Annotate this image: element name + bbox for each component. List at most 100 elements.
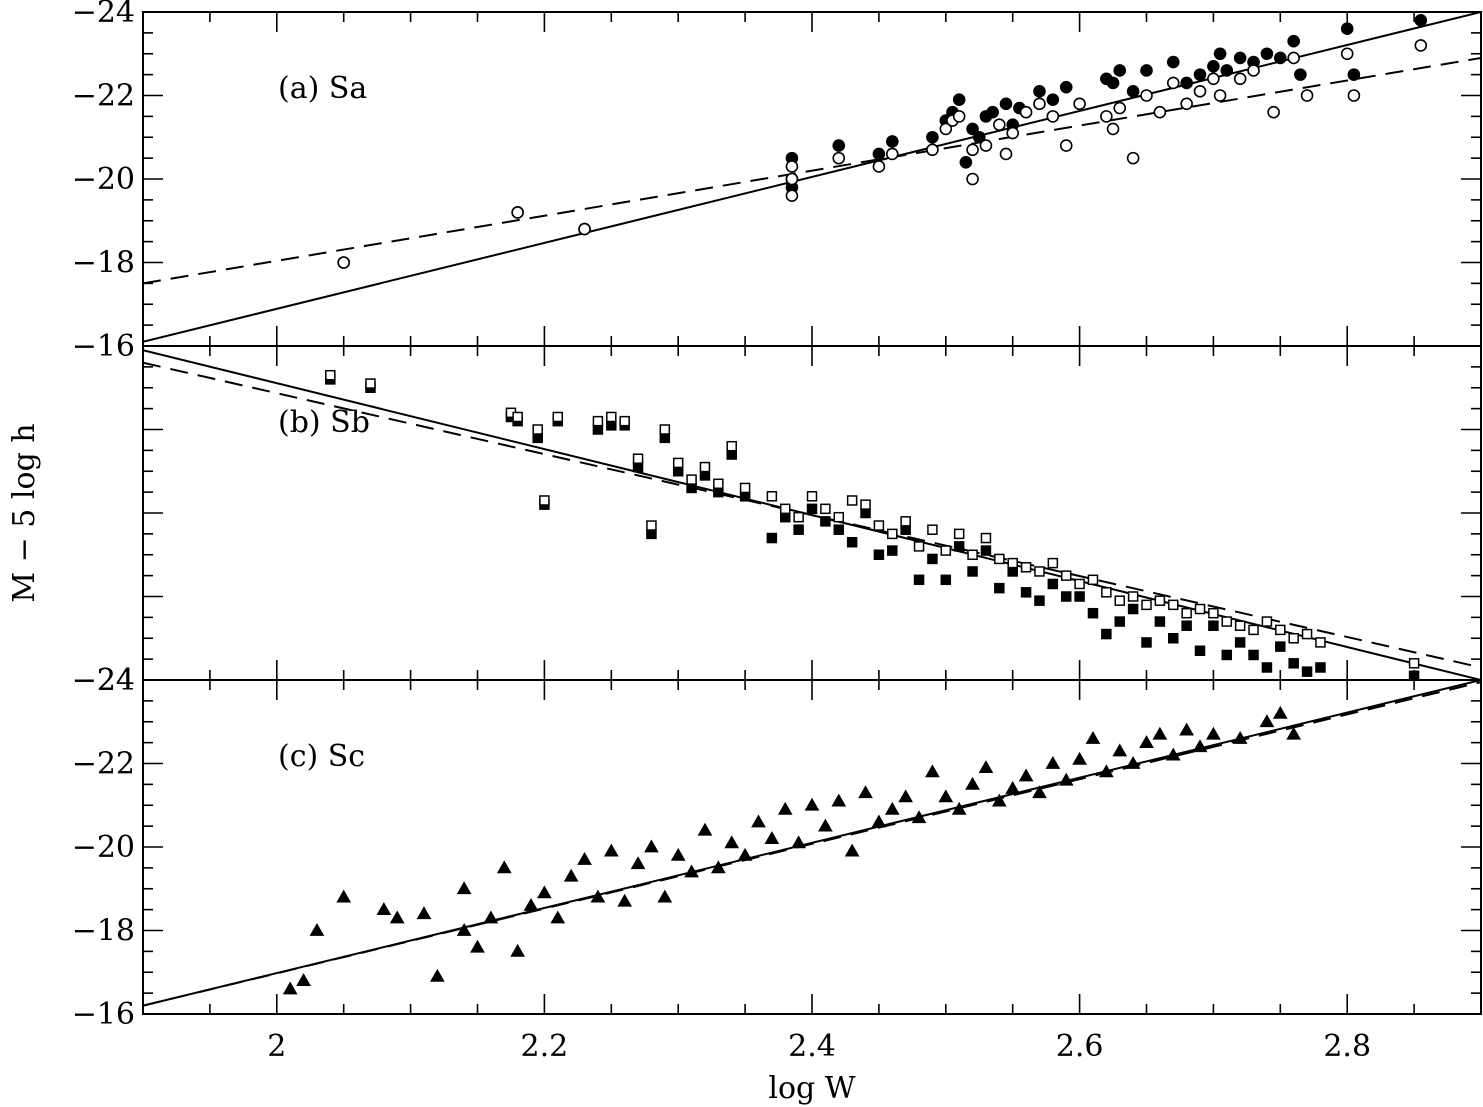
data-point bbox=[872, 160, 886, 173]
data-point bbox=[389, 910, 405, 924]
data-point bbox=[1154, 595, 1166, 606]
y-axis-label: M − 5 log h bbox=[7, 423, 42, 602]
data-point bbox=[510, 943, 526, 957]
data-point bbox=[1272, 705, 1288, 719]
data-point bbox=[1206, 726, 1221, 740]
data-point bbox=[1165, 747, 1181, 761]
data-point bbox=[926, 143, 939, 157]
data-point bbox=[1234, 620, 1246, 631]
data-point bbox=[532, 424, 543, 435]
data-point bbox=[951, 801, 967, 815]
data-point bbox=[959, 156, 973, 169]
data-point bbox=[991, 793, 1007, 807]
data-point bbox=[470, 939, 485, 953]
data-point bbox=[337, 256, 351, 269]
data-point bbox=[1288, 633, 1299, 644]
data-point bbox=[1260, 47, 1274, 61]
data-point bbox=[1233, 72, 1247, 86]
data-point bbox=[1221, 616, 1233, 627]
data-point bbox=[512, 411, 523, 423]
data-point bbox=[993, 118, 1006, 132]
data-point bbox=[1085, 730, 1101, 744]
data-point bbox=[1414, 39, 1428, 52]
data-point bbox=[1154, 616, 1166, 627]
data-point bbox=[1020, 587, 1032, 598]
data-point bbox=[657, 889, 673, 903]
data-point bbox=[578, 222, 591, 236]
data-point bbox=[1106, 122, 1120, 136]
data-point bbox=[1126, 85, 1140, 98]
data-point bbox=[1315, 637, 1326, 648]
data-point bbox=[1247, 64, 1260, 77]
data-point bbox=[1208, 607, 1219, 619]
panels: −16−18−20−22−24(a) Sa−24(b) Sb−16−18−20−… bbox=[72, 0, 1482, 1064]
data-point bbox=[820, 503, 831, 515]
data-point bbox=[1347, 68, 1361, 81]
data-point bbox=[940, 574, 952, 586]
data-point bbox=[1005, 781, 1021, 794]
data-point bbox=[1274, 51, 1287, 65]
data-point bbox=[804, 797, 820, 811]
data-point bbox=[833, 511, 845, 523]
data-point bbox=[871, 814, 887, 828]
data-point bbox=[972, 130, 986, 144]
data-point bbox=[777, 801, 793, 815]
data-point bbox=[1261, 616, 1273, 627]
data-point bbox=[818, 818, 833, 832]
data-point bbox=[751, 814, 766, 828]
data-point bbox=[791, 835, 806, 849]
data-point bbox=[309, 922, 325, 936]
data-point bbox=[496, 860, 512, 874]
data-point bbox=[619, 415, 630, 427]
data-point bbox=[1101, 628, 1112, 640]
data-point bbox=[1113, 101, 1127, 115]
data-point bbox=[1248, 649, 1259, 661]
data-point bbox=[699, 461, 711, 473]
data-point bbox=[590, 889, 606, 903]
series-filled bbox=[282, 705, 1302, 995]
x-axis-label: log W bbox=[768, 1071, 855, 1106]
data-point bbox=[1220, 64, 1234, 77]
data-point bbox=[832, 139, 846, 152]
data-point bbox=[523, 897, 539, 911]
data-point bbox=[1192, 739, 1208, 753]
fit-line-dashed bbox=[143, 56, 1481, 285]
data-point bbox=[1234, 637, 1246, 648]
data-point bbox=[1072, 751, 1087, 765]
data-point bbox=[846, 536, 858, 548]
data-point bbox=[873, 549, 885, 560]
data-point bbox=[1232, 730, 1248, 744]
data-point bbox=[1106, 76, 1120, 90]
data-point bbox=[1074, 578, 1085, 590]
data-point bbox=[766, 532, 778, 544]
series-open bbox=[337, 39, 1428, 269]
data-point bbox=[1073, 97, 1086, 111]
data-point bbox=[913, 541, 925, 552]
data-point bbox=[592, 415, 604, 427]
data-point bbox=[686, 474, 697, 485]
data-point bbox=[1153, 105, 1167, 119]
data-point bbox=[1340, 47, 1354, 61]
fit-line-dashed bbox=[143, 361, 1481, 669]
data-point bbox=[1125, 755, 1141, 769]
data-point bbox=[1294, 68, 1307, 81]
data-point bbox=[710, 860, 726, 874]
data-point bbox=[820, 516, 831, 527]
data-point bbox=[376, 902, 392, 915]
data-point bbox=[885, 135, 899, 148]
data-point bbox=[1033, 97, 1046, 111]
data-point bbox=[1301, 666, 1313, 677]
data-point bbox=[483, 910, 499, 924]
data-point bbox=[1058, 772, 1074, 786]
data-point bbox=[994, 553, 1005, 565]
series-open bbox=[325, 369, 1420, 669]
data-point bbox=[1259, 714, 1275, 728]
data-point bbox=[885, 147, 899, 161]
data-point bbox=[672, 457, 684, 469]
data-point bbox=[1166, 76, 1180, 90]
data-point bbox=[1194, 645, 1206, 657]
x-ticks bbox=[142, 12, 1482, 346]
data-point bbox=[953, 541, 965, 552]
data-points bbox=[325, 369, 1420, 680]
